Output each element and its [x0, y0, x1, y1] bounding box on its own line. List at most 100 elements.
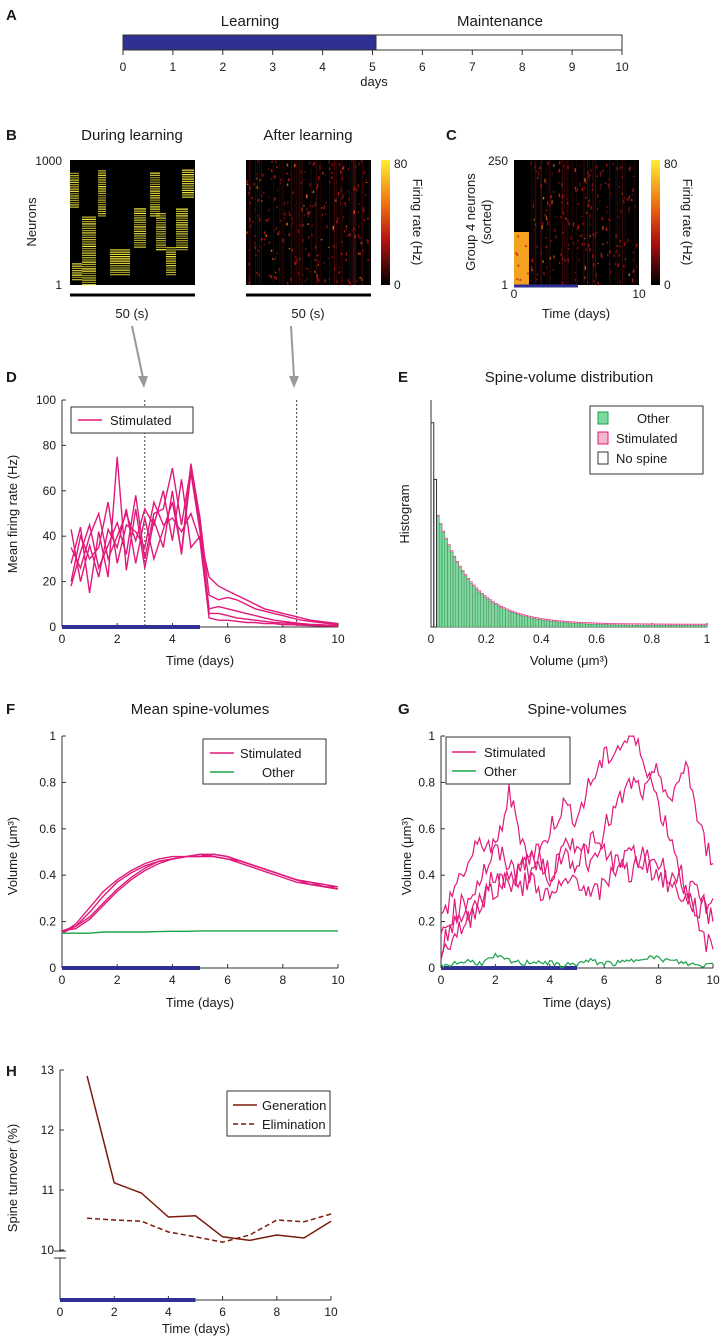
heatmap-cell — [602, 243, 604, 246]
heatmap-cell — [306, 267, 308, 271]
bar-other — [466, 579, 470, 628]
heatmap-cell — [560, 215, 562, 219]
x-tick-label: 4 — [169, 632, 176, 646]
heatmap-cell — [248, 262, 250, 266]
heatmap-cell — [582, 222, 584, 225]
bar-other — [582, 623, 586, 628]
heatmap-column — [341, 160, 343, 285]
heatmap-cell — [156, 235, 166, 237]
heatmap-cell — [586, 281, 589, 284]
heatmap-column — [283, 160, 285, 285]
series-line-stimulated — [440, 759, 714, 935]
heatmap-cell — [273, 276, 276, 279]
arrow-during — [131, 325, 144, 379]
heatmap-cell — [347, 168, 350, 170]
heatmap-cell — [561, 207, 563, 210]
bar-other — [488, 600, 492, 628]
series-line-stimulated — [440, 843, 714, 955]
heatmap-cell — [313, 162, 316, 165]
bar-other — [527, 617, 531, 628]
heatmap-cell — [150, 192, 160, 195]
heatmap-cell — [593, 263, 595, 267]
heatmap-column — [549, 160, 551, 285]
series-line-stimulated — [70, 467, 339, 627]
heatmap-cell — [367, 217, 369, 220]
heatmap-cell — [259, 179, 261, 182]
heatmap-cell — [134, 210, 146, 212]
heatmap-cell — [346, 189, 349, 192]
f-xlabel: Time (days) — [166, 995, 234, 1010]
heatmap-cell — [82, 223, 96, 225]
heatmap-column — [296, 160, 297, 285]
series-line-stimulated — [440, 735, 714, 953]
heatmap-cell — [288, 178, 291, 181]
heatmap-cell — [98, 208, 106, 210]
heatmap-cell — [275, 160, 277, 164]
heatmap-cell — [150, 174, 160, 177]
panel-label-d: D — [6, 369, 17, 386]
heatmap-cell — [594, 233, 597, 236]
heatmap-cell — [98, 213, 106, 215]
heatmap-cell — [549, 257, 552, 260]
heatmap-cell — [632, 271, 634, 273]
bar-other — [629, 624, 633, 628]
bar-other — [693, 625, 697, 628]
heatmap-cell — [534, 165, 536, 169]
heatmap-cell — [610, 192, 612, 195]
heatmap-column — [310, 160, 312, 285]
heatmap-cell — [82, 250, 96, 252]
heatmap-cell — [555, 234, 557, 239]
heatmap-cell — [536, 176, 539, 180]
y-tick-label: 0 — [428, 961, 435, 975]
heatmap-cell — [625, 242, 628, 244]
y-tick-label: 13 — [41, 1063, 55, 1077]
heatmap-column — [349, 160, 351, 285]
heatmap-cell — [367, 259, 369, 261]
heatmap-column — [584, 160, 585, 285]
timeline-tick-label: 10 — [615, 60, 629, 74]
heatmap-cell — [543, 272, 545, 276]
bar-other — [610, 624, 614, 628]
heatmap-cell — [567, 258, 569, 263]
bar-other — [646, 625, 650, 628]
heatmap-cell — [291, 217, 293, 221]
b-title-during: During learning — [81, 127, 183, 144]
heatmap-cell — [344, 201, 346, 204]
panel-label-b: B — [6, 127, 17, 144]
heatmap-cell — [274, 197, 276, 201]
bar-other — [632, 625, 636, 628]
heatmap-cell — [268, 196, 270, 198]
bar-other — [538, 619, 542, 628]
heatmap-cell — [340, 252, 343, 255]
bar-other — [626, 624, 630, 628]
heatmap-cell — [259, 245, 261, 248]
heatmap-cell — [156, 226, 166, 228]
bar-other — [604, 624, 608, 628]
heatmap-cell — [110, 271, 130, 274]
heatmap-cell — [249, 226, 252, 229]
heatmap-column — [546, 160, 548, 285]
c-xtick-0: 0 — [511, 287, 518, 301]
heatmap-cell — [156, 213, 166, 215]
heatmap-cell — [275, 166, 278, 169]
heatmap-cell — [541, 225, 543, 230]
heatmap-cell — [156, 242, 166, 244]
bar-other — [615, 624, 619, 628]
x-tick-label: 10 — [324, 1305, 338, 1319]
heatmap-cell — [275, 226, 278, 230]
heatmap-cell — [82, 259, 96, 261]
heatmap-cell — [578, 259, 580, 262]
heatmap-column — [315, 160, 317, 285]
heatmap-column — [354, 160, 356, 285]
panel-label-g: G — [398, 701, 410, 718]
timeline-tick-label: 1 — [170, 60, 177, 74]
heatmap-cell — [271, 160, 273, 163]
heatmap-cell — [176, 233, 188, 235]
heatmap-cell — [72, 279, 82, 281]
bar-other — [450, 551, 454, 628]
heatmap-cell — [537, 171, 540, 176]
heatmap-cell — [314, 246, 317, 249]
heatmap-cell — [629, 166, 631, 170]
bar-other — [593, 624, 597, 628]
heatmap-cell — [304, 280, 307, 282]
